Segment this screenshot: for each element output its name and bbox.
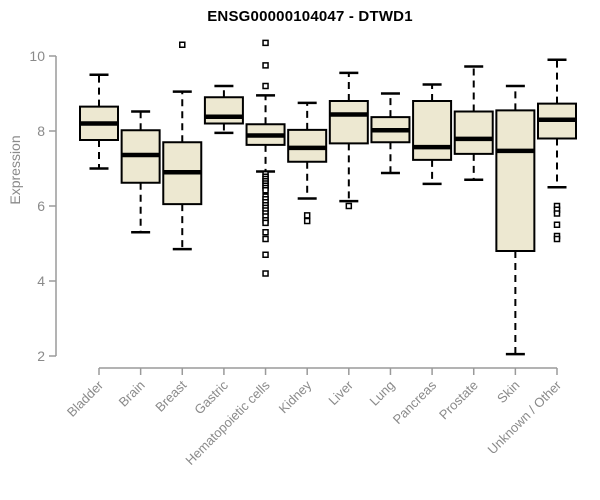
x-tick-label-liver: Liver	[325, 377, 356, 408]
y-tick-label: 2	[37, 348, 45, 364]
x-tick-label-kidney: Kidney	[276, 377, 315, 416]
outlier-hematopoietic-cells	[262, 270, 269, 277]
y-tick-label: 8	[37, 123, 45, 139]
box-pancreas	[412, 100, 453, 161]
box-skin	[495, 109, 536, 252]
outlier-unknown-other	[553, 235, 561, 243]
x-tick-label-bladder: Bladder	[64, 377, 107, 420]
outlier-hematopoietic-cells	[262, 82, 269, 90]
outlier-liver	[345, 202, 353, 210]
box-liver	[328, 100, 369, 145]
x-tick-label-breast: Breast	[152, 377, 189, 414]
x-tick-label-gastric: Gastric	[191, 377, 231, 417]
y-tick-label: 10	[29, 48, 45, 64]
outlier-unknown-other	[553, 210, 561, 217]
x-tick-label-brain: Brain	[116, 378, 148, 410]
outlier-hematopoietic-cells	[262, 229, 269, 236]
x-tick-label-lung: Lung	[367, 378, 398, 409]
box-prostate	[453, 110, 494, 155]
x-tick-label-unknown-other: Unknown / Other	[485, 377, 565, 457]
y-tick-label: 6	[37, 198, 45, 214]
outlier-hematopoietic-cells	[262, 62, 269, 69]
outlier-kidney	[303, 217, 311, 225]
outlier-breast	[179, 41, 186, 48]
outlier-hematopoietic-cells	[262, 39, 269, 47]
y-tick-label: 4	[37, 273, 45, 289]
x-tick-label-pancreas: Pancreas	[390, 377, 440, 427]
x-tick-label-prostate: Prostate	[436, 378, 481, 423]
outlier-kidney	[303, 212, 311, 219]
outlier-hematopoietic-cells	[262, 219, 269, 227]
chart-title: ENSG00000104047 - DTWD1	[207, 8, 413, 25]
outlier-hematopoietic-cells	[262, 235, 269, 243]
outlier-hematopoietic-cells	[262, 251, 269, 258]
outlier-hematopoietic-cells	[262, 187, 269, 194]
box-gastric	[203, 96, 244, 125]
outlier-unknown-other	[553, 221, 561, 228]
x-tick-label-skin: Skin	[494, 378, 522, 406]
